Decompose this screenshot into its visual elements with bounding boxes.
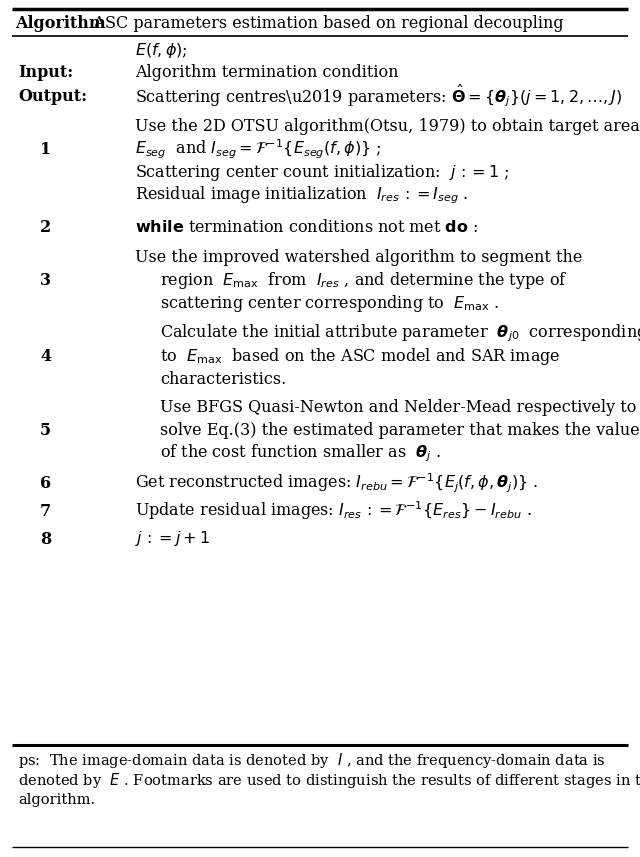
Text: Use the improved watershed algorithm to segment the: Use the improved watershed algorithm to …	[135, 249, 582, 266]
Text: 7: 7	[40, 502, 51, 519]
Text: Scattering center count initialization:  $j\,:=1$ ;: Scattering center count initialization: …	[135, 161, 509, 183]
Text: 2: 2	[40, 219, 51, 236]
Text: 8: 8	[40, 530, 51, 548]
Text: Update residual images: $I_{res}\,:=\mathcal{F}^{-1}\left\{E_{res}\right\}-I_{re: Update residual images: $I_{res}\,:=\mat…	[135, 500, 532, 523]
Text: algorithm.: algorithm.	[18, 793, 95, 807]
Text: solve Eq.(3) the estimated parameter that makes the value: solve Eq.(3) the estimated parameter tha…	[160, 422, 640, 439]
Text: scattering center corresponding to  $E_{\max}$ .: scattering center corresponding to $E_{\…	[160, 292, 499, 314]
Text: Residual image initialization  $I_{res}\,:=I_{seg}$ .: Residual image initialization $I_{res}\,…	[135, 184, 468, 206]
Text: Scattering centres\u2019 parameters: $\hat{\boldsymbol{\Theta}} = \left\{\boldsy: Scattering centres\u2019 parameters: $\h…	[135, 82, 622, 110]
Text: $E\left(f,\phi\right)$;: $E\left(f,\phi\right)$;	[135, 40, 188, 59]
Text: 4: 4	[40, 347, 51, 364]
Text: : ASC parameters estimation based on regional decoupling: : ASC parameters estimation based on reg…	[83, 15, 564, 32]
Text: $j\,:=j+1$: $j\,:=j+1$	[135, 530, 210, 548]
Text: $E_{seg}$  and $I_{seg} = \mathcal{F}^{-1}\left\{E_{seg}\left(f,\phi\right)\righ: $E_{seg}$ and $I_{seg} = \mathcal{F}^{-1…	[135, 137, 381, 160]
Text: Calculate the initial attribute parameter  $\boldsymbol{\theta}_{j0}$  correspon: Calculate the initial attribute paramete…	[160, 322, 640, 344]
Text: ps:  The image-domain data is denoted by  $I$ , and the frequency-domain data is: ps: The image-domain data is denoted by …	[18, 751, 606, 770]
Text: Output:: Output:	[18, 87, 87, 105]
Text: Algorithm: Algorithm	[15, 15, 106, 32]
Text: Use the 2D OTSU algorithm(Otsu, 1979) to obtain target area: Use the 2D OTSU algorithm(Otsu, 1979) to…	[135, 117, 640, 135]
Text: region  $E_{\max}$  from  $I_{res}$ , and determine the type of: region $E_{\max}$ from $I_{res}$ , and d…	[160, 269, 568, 291]
Text: of the cost function smaller as  $\boldsymbol{\theta}_j$ .: of the cost function smaller as $\boldsy…	[160, 442, 441, 464]
Text: Get reconstructed images: $I_{rebu} = \mathcal{F}^{-1}\left\{E_j\left(f,\phi,\bo: Get reconstructed images: $I_{rebu} = \m…	[135, 471, 538, 494]
Text: 3: 3	[40, 272, 51, 289]
Text: Use BFGS Quasi-Newton and Nelder-Mead respectively to: Use BFGS Quasi-Newton and Nelder-Mead re…	[160, 399, 636, 416]
Text: denoted by  $E$ . Footmarks are used to distinguish the results of different sta: denoted by $E$ . Footmarks are used to d…	[18, 770, 640, 789]
Text: 6: 6	[40, 475, 51, 492]
Text: characteristics.: characteristics.	[160, 370, 286, 387]
Text: Input:: Input:	[18, 63, 73, 81]
Text: Algorithm termination condition: Algorithm termination condition	[135, 63, 399, 81]
Text: to  $E_{\max}$  based on the ASC model and SAR image: to $E_{\max}$ based on the ASC model and…	[160, 345, 561, 367]
Text: $\mathbf{while}$ termination conditions not met $\mathbf{do}$ :: $\mathbf{while}$ termination conditions …	[135, 219, 478, 236]
Text: 5: 5	[40, 422, 51, 439]
Text: 1: 1	[40, 141, 51, 158]
